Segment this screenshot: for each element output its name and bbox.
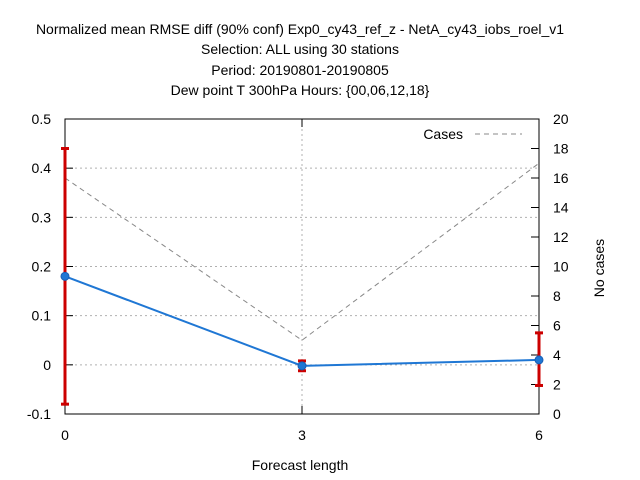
axis-ticks: -0.1 0 0.1 0.2 0.3 0.4 0.5 0 2 4 6 8 10 12 14 16 18 20 0 3 6 — [27, 111, 569, 443]
x-tick-label-2: 6 — [535, 427, 543, 443]
y-left-tick-label-4: 0.3 — [32, 209, 52, 225]
y-right-tick-label-7: 14 — [553, 200, 569, 216]
y-right-tick-label-10: 20 — [553, 111, 569, 127]
y-right-tick-label-1: 2 — [553, 377, 561, 393]
legend: Cases — [423, 126, 522, 142]
title-line-2: Selection: ALL using 30 stations — [201, 41, 399, 57]
y-right-tick-label-5: 10 — [553, 259, 569, 275]
y-left-tick-label-0: -0.1 — [27, 406, 51, 422]
x-axis-label: Forecast length — [252, 457, 349, 473]
y-left-tick-label-6: 0.5 — [32, 111, 52, 127]
title-line-3: Period: 20190801-20190805 — [211, 62, 389, 78]
y-left-tick-label-5: 0.4 — [32, 160, 52, 176]
y-right-tick-label-8: 16 — [553, 170, 569, 186]
x-tick-label-0: 0 — [61, 427, 69, 443]
y-right-tick-label-9: 18 — [553, 141, 569, 157]
data-point-0 — [60, 271, 70, 281]
title-line-1: Normalized mean RMSE diff (90% conf) Exp… — [36, 21, 564, 37]
title-line-4: Dew point T 300hPa Hours: {00,06,12,18} — [171, 82, 430, 98]
y-right-tick-label-4: 8 — [553, 288, 561, 304]
series — [60, 147, 544, 406]
chart-title: Normalized mean RMSE diff (90% conf) Exp… — [36, 21, 564, 98]
right-y-axis-label: No cases — [591, 239, 607, 297]
y-right-tick-label-0: 0 — [553, 406, 561, 422]
legend-label-cases: Cases — [423, 126, 463, 142]
y-right-tick-label-2: 4 — [553, 347, 561, 363]
y-left-tick-label-3: 0.2 — [32, 259, 52, 275]
y-left-tick-label-2: 0.1 — [32, 308, 52, 324]
y-left-tick-label-1: 0 — [43, 357, 51, 373]
y-right-tick-label-6: 12 — [553, 229, 569, 245]
y-right-tick-label-3: 6 — [553, 318, 561, 334]
x-tick-label-1: 3 — [298, 427, 306, 443]
data-point-2 — [534, 355, 544, 365]
data-point-1 — [297, 361, 307, 371]
